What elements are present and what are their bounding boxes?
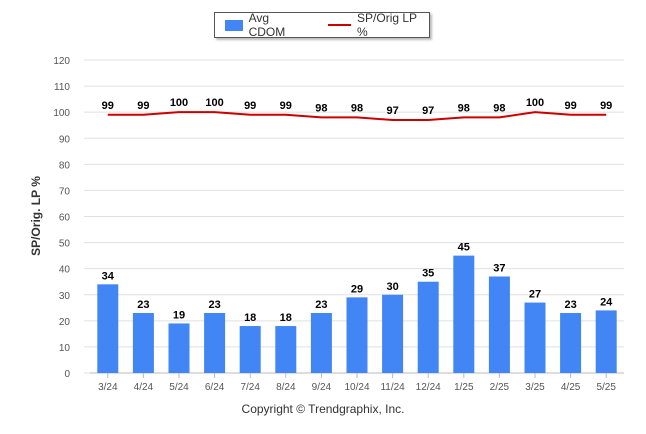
line-data-label: 99	[244, 100, 256, 112]
bar	[453, 255, 475, 373]
bar-data-label: 18	[280, 312, 292, 324]
y-tick-label: 80	[59, 160, 71, 171]
y-tick-label: 70	[59, 186, 71, 197]
bar	[488, 276, 510, 373]
y-axis-title: SP/Orig. LP %	[29, 176, 43, 256]
bar-data-label: 23	[315, 299, 327, 311]
line-data-label: 100	[526, 97, 544, 109]
bar-data-label: 35	[422, 268, 434, 280]
line-data-label: 99	[600, 100, 612, 112]
x-tick-label: 6/24	[205, 382, 225, 393]
x-tick-label: 8/24	[276, 382, 296, 393]
line-data-label: 97	[422, 105, 434, 117]
legend-bar-label: Avg CDOM	[248, 11, 286, 39]
line-data-label: 98	[458, 102, 470, 114]
line-data-label: 98	[351, 102, 363, 114]
x-tick-label: 3/24	[98, 382, 118, 393]
legend-item-line[interactable]: SP/Orig LP %	[308, 11, 429, 39]
line-data-label: 98	[493, 102, 505, 114]
bar-data-label: 18	[244, 312, 256, 324]
bar	[310, 313, 332, 373]
bar-data-label: 29	[351, 283, 363, 295]
copyright-text: Copyright © Trendgraphix, Inc.	[241, 402, 405, 416]
x-tick-label: 9/24	[312, 382, 332, 393]
y-tick-label: 120	[53, 56, 70, 67]
y-tick-label: 30	[59, 291, 71, 302]
y-tick-label: 100	[53, 108, 70, 119]
bar	[595, 310, 617, 373]
bar	[417, 281, 439, 373]
line-data-label: 97	[386, 105, 398, 117]
bar-data-label: 37	[493, 262, 505, 274]
bar	[382, 294, 404, 373]
legend-line-swatch	[327, 24, 352, 26]
y-tick-label: 60	[59, 213, 71, 224]
x-tick-label: 5/24	[169, 382, 189, 393]
y-tick-label: 50	[59, 239, 71, 250]
bar	[239, 326, 261, 373]
bar-data-label: 23	[137, 299, 149, 311]
line-data-label: 100	[170, 97, 188, 109]
bar	[168, 323, 190, 373]
legend: Avg CDOM SP/Orig LP %	[214, 11, 430, 39]
bar	[132, 313, 154, 373]
bar	[524, 302, 546, 373]
x-tick-label: 12/24	[416, 382, 441, 393]
bar-data-label: 34	[102, 270, 115, 282]
bar-data-label: 45	[458, 242, 470, 254]
y-tick-label: 0	[64, 369, 70, 380]
y-tick-label: 10	[59, 343, 71, 354]
x-tick-label: 2/25	[490, 382, 510, 393]
x-tick-label: 5/25	[596, 382, 616, 393]
line-data-label: 100	[205, 97, 223, 109]
legend-line-label: SP/Orig LP %	[357, 11, 417, 39]
bar	[97, 284, 119, 373]
line-data-label: 99	[102, 100, 114, 112]
bar	[275, 326, 297, 373]
bar-data-label: 23	[208, 299, 220, 311]
x-tick-label: 3/25	[525, 382, 545, 393]
line-data-label: 99	[564, 100, 576, 112]
bar-data-label: 30	[386, 281, 398, 293]
bar-data-label: 27	[529, 289, 541, 301]
x-tick-label: 4/25	[561, 382, 581, 393]
y-tick-label: 40	[59, 265, 71, 276]
bar	[346, 297, 368, 373]
bar-data-label: 19	[173, 309, 185, 321]
bar-data-label: 24	[600, 296, 613, 308]
line-data-label: 99	[137, 100, 149, 112]
line-data-label: 98	[315, 102, 327, 114]
y-tick-label: 110	[54, 82, 70, 93]
bar	[560, 313, 582, 373]
x-tick-label: 11/24	[380, 382, 405, 393]
y-tick-label: 90	[59, 134, 71, 145]
line-data-label: 99	[280, 100, 292, 112]
x-tick-label: 1/25	[454, 382, 474, 393]
x-tick-label: 10/24	[344, 382, 369, 393]
x-tick-label: 7/24	[240, 382, 260, 393]
bar	[204, 313, 226, 373]
bar-data-label: 23	[564, 299, 576, 311]
line-series	[107, 111, 607, 121]
y-tick-label: 20	[59, 317, 71, 328]
legend-bar-swatch	[225, 19, 243, 31]
x-tick-label: 4/24	[134, 382, 154, 393]
legend-item-bar[interactable]: Avg CDOM	[215, 11, 308, 39]
